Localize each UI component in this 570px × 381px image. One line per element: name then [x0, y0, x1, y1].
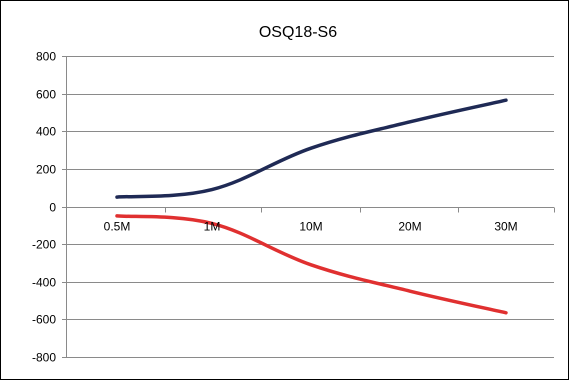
x-tick-label: 30M — [494, 220, 517, 234]
y-tick-label: -400 — [32, 276, 56, 290]
series-lines — [115, 98, 508, 315]
x-tick-label: 20M — [398, 220, 421, 234]
series-line-2 — [115, 214, 508, 315]
y-tick-label: -800 — [32, 351, 56, 365]
gridlines — [66, 56, 554, 358]
x-tick-label: 10M — [299, 220, 322, 234]
x-tick-label: 1M — [204, 220, 221, 234]
y-tick-label: -600 — [32, 313, 56, 327]
x-tick-label: 0.5M — [104, 220, 131, 234]
y-tick-label: 400 — [36, 125, 56, 139]
y-tick-label: 600 — [36, 88, 56, 102]
y-tick-label: 800 — [36, 50, 56, 64]
tick-labels: 800 600 400 200 0 -200 -400 -600 -800 0.5M 1M 10M 20… — [32, 50, 518, 365]
y-tick-label: 200 — [36, 163, 56, 177]
y-tick-label: 0 — [49, 201, 56, 215]
chart-title: OSQ18-S6 — [259, 24, 337, 41]
axes — [62, 56, 555, 358]
y-tick-label: -200 — [32, 238, 56, 252]
series-line-1 — [115, 98, 508, 199]
